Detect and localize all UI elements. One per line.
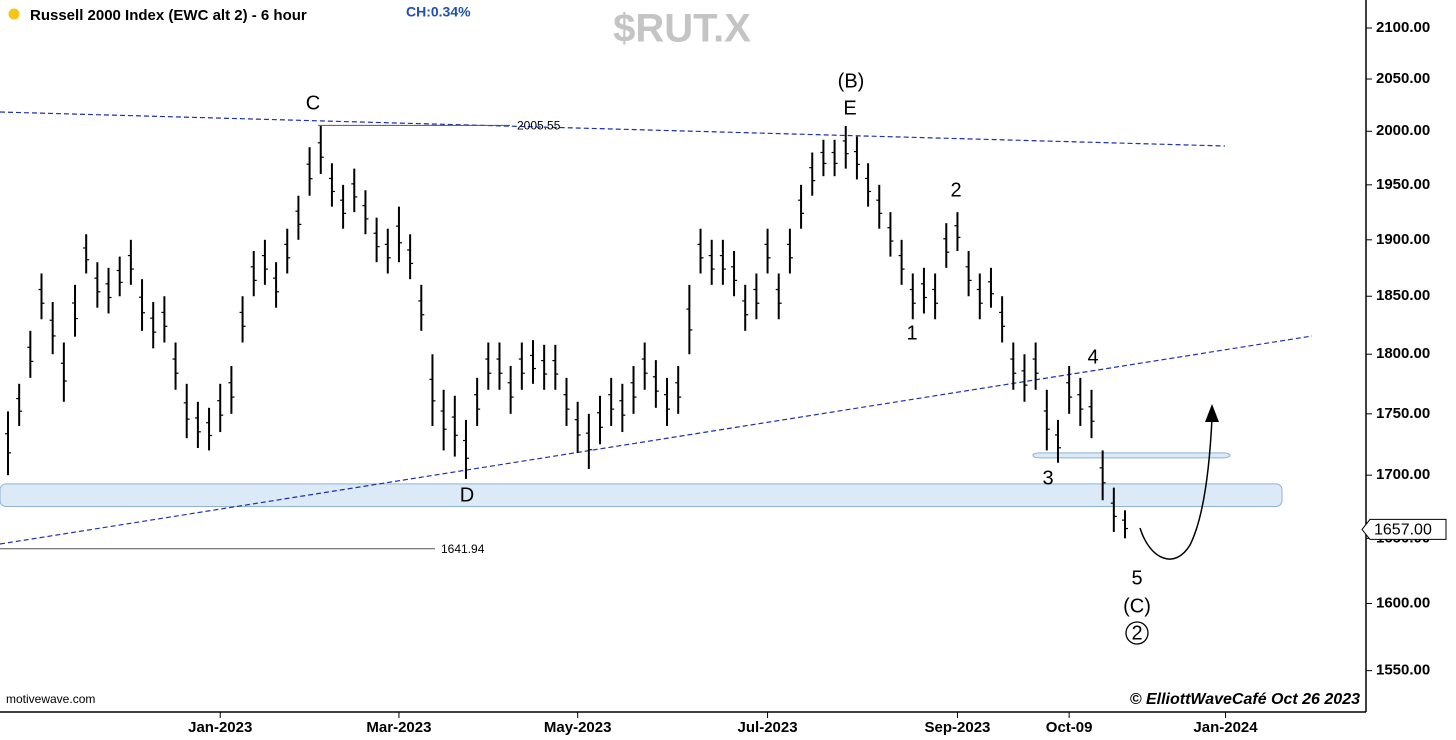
x-tick-label: Jan-2023 xyxy=(188,719,252,736)
lower-trendline xyxy=(0,335,1313,545)
wave-label: 2 xyxy=(950,179,961,201)
y-tick-label: 1950.00 xyxy=(1376,176,1430,193)
source-label: motivewave.com xyxy=(6,692,95,706)
price-bars xyxy=(5,125,1128,539)
wave-label: 1 xyxy=(906,322,917,344)
wave-label: D xyxy=(460,484,474,506)
wave-circle xyxy=(1125,621,1149,645)
y-tick-label: 1850.00 xyxy=(1376,287,1430,304)
price-level-label: 2005.55 xyxy=(517,119,561,133)
price-level-label: 1641.94 xyxy=(441,542,485,556)
support-zone xyxy=(0,483,1283,508)
chart-title: Russell 2000 Index (EWC alt 2) - 6 hour xyxy=(30,7,307,24)
upper-trendline xyxy=(0,111,1226,147)
y-tick-label: 1900.00 xyxy=(1376,231,1430,248)
y-tick-label: 2050.00 xyxy=(1376,70,1430,87)
y-tick-label: 1800.00 xyxy=(1376,345,1430,362)
symbol-watermark: $RUT.X xyxy=(613,7,751,51)
x-tick-label: Jul-2023 xyxy=(738,719,798,736)
x-tick-label: May-2023 xyxy=(544,719,612,736)
wave-label: (C) xyxy=(1123,595,1151,617)
y-tick-label: 1550.00 xyxy=(1376,662,1430,679)
wave-label: 5 xyxy=(1131,567,1142,589)
y-tick-label: 1600.00 xyxy=(1376,594,1430,611)
arrow-head xyxy=(1205,404,1219,422)
projection-arrow xyxy=(1139,417,1213,560)
last-price-label: 1657.00 xyxy=(1374,522,1432,539)
x-tick-label: Sep-2023 xyxy=(925,719,991,736)
support-zone xyxy=(1032,452,1231,459)
wave-label: C xyxy=(306,92,320,114)
wave-label: E xyxy=(843,97,856,119)
y-tick-label: 2000.00 xyxy=(1376,122,1430,139)
x-tick-label: Mar-2023 xyxy=(366,719,431,736)
credit-label: © ElliottWaveCafé Oct 26 2023 xyxy=(1130,691,1360,708)
wave-label: 3 xyxy=(1042,467,1053,489)
y-tick-label: 1700.00 xyxy=(1376,466,1430,483)
last-price-tag xyxy=(1361,518,1447,540)
y-tick-label: 1750.00 xyxy=(1376,405,1430,422)
change-label: CH:0.34% xyxy=(406,4,471,20)
y-tick-label: 2100.00 xyxy=(1376,19,1430,36)
status-dot xyxy=(8,8,20,20)
x-tick-label: Jan-2024 xyxy=(1193,719,1258,736)
wave-label: (B) xyxy=(838,70,865,92)
wave-label: 4 xyxy=(1087,346,1098,368)
zones xyxy=(0,452,1283,508)
wave-label: 2 xyxy=(1131,622,1142,644)
x-tick-label: Oct-09 xyxy=(1046,719,1093,736)
